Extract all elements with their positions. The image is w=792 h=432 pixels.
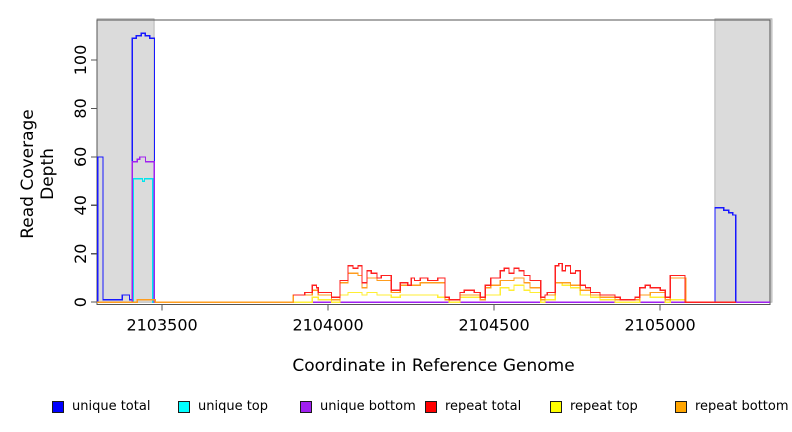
x-axis-title: Coordinate in Reference Genome <box>292 356 575 376</box>
series-repeat-top-line <box>293 282 686 303</box>
y-tick-label: 20 <box>71 244 90 264</box>
legend-item-repeat-top: repeat top <box>550 399 638 414</box>
x-tick-label: 2104000 <box>292 316 363 335</box>
legend: unique total unique top unique bottom re… <box>0 399 792 421</box>
series-unique-total-line <box>97 32 770 303</box>
legend-label: unique top <box>198 399 269 414</box>
y-axis-title: Read Coverage Depth <box>18 109 58 239</box>
repeat-total-swatch-icon <box>425 400 437 413</box>
x-tick-label: 2104500 <box>458 316 529 335</box>
repeat-top-swatch-icon <box>550 400 562 413</box>
legend-label: repeat top <box>570 399 638 414</box>
series-unique-top-line <box>97 177 770 303</box>
legend-item-unique-total: unique total <box>52 399 150 414</box>
unique-top-swatch-icon <box>178 400 190 413</box>
legend-item-unique-bottom: unique bottom <box>300 399 416 414</box>
y-tick-label: 60 <box>71 147 90 167</box>
legend-label: unique bottom <box>320 399 416 414</box>
x-tick-label: 2105000 <box>624 316 695 335</box>
legend-label: repeat bottom <box>695 399 789 414</box>
legend-label: unique total <box>72 399 151 414</box>
repeat-bottom-swatch-icon <box>675 400 687 413</box>
y-tick-label: 0 <box>71 297 90 307</box>
legend-item-repeat-bottom: repeat bottom <box>675 399 789 414</box>
y-tick-label: 40 <box>71 195 90 215</box>
series-unique-bottom-line <box>97 156 770 303</box>
shaded-repeat-region-left <box>96 18 155 303</box>
unique-bottom-swatch-icon <box>300 400 312 413</box>
legend-item-repeat-total: repeat total <box>425 399 521 414</box>
x-tick-label: 2103500 <box>126 316 197 335</box>
legend-label: repeat total <box>445 399 522 414</box>
y-tick-label: 80 <box>71 98 90 118</box>
y-tick-label: 100 <box>71 45 90 76</box>
unique-total-swatch-icon <box>52 400 64 413</box>
shaded-repeat-region-right <box>714 18 773 303</box>
series-repeat-total-line <box>293 262 737 303</box>
legend-item-unique-top: unique top <box>178 399 268 414</box>
plot-border <box>96 19 771 306</box>
